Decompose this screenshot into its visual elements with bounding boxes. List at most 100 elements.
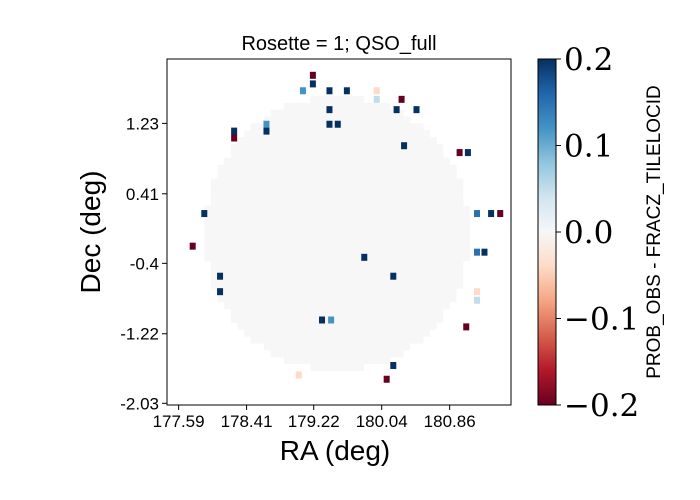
footprint-cell [449, 233, 457, 241]
footprint-cell [429, 295, 437, 303]
footprint-cell [456, 226, 464, 234]
footprint-cell [396, 274, 404, 282]
footprint-cell [363, 226, 371, 234]
footprint-cell [336, 109, 344, 117]
footprint-cell [456, 185, 464, 193]
footprint-cell [277, 315, 285, 323]
colorbar-ticks: 0.2 0.1 0.0 −0.1 −0.2 [556, 42, 639, 424]
footprint-cell [383, 164, 391, 172]
footprint-cell [356, 143, 364, 152]
footprint-cell [270, 281, 278, 289]
footprint-cell [290, 164, 298, 172]
footprint-cell [416, 274, 424, 282]
footprint-cell [376, 212, 384, 220]
footprint-cell [370, 350, 378, 358]
footprint-cell [283, 192, 291, 200]
footprint-cell [237, 274, 245, 282]
footprint-cell [376, 315, 384, 323]
footprint-cell [310, 233, 318, 241]
footprint-cell [389, 178, 398, 186]
footprint-cell [283, 308, 291, 317]
footprint-cell [396, 198, 404, 207]
footprint-cell [270, 295, 278, 303]
footprint-cell [436, 247, 444, 255]
footprint-cell [389, 350, 398, 358]
footprint-cell [283, 356, 291, 365]
footprint-cell [370, 274, 378, 282]
footprint-cell [409, 336, 417, 344]
footprint-cell [257, 247, 265, 255]
footprint-cell [303, 102, 311, 111]
footprint-cell [277, 226, 285, 234]
footprint-cell [244, 192, 252, 200]
footprint-cell [363, 274, 371, 282]
footprint-cell [250, 185, 258, 193]
footprint-cell [343, 336, 351, 344]
footprint-cell [396, 315, 404, 323]
footprint-cell [290, 336, 298, 344]
footprint-cell [436, 281, 444, 289]
footprint-cell [370, 226, 378, 234]
footprint-cell [409, 301, 417, 310]
footprint-cell [250, 336, 258, 344]
footprint-cell [317, 157, 325, 166]
footprint-cell [336, 350, 344, 358]
colorbar-tick-label: 0.0 [564, 215, 613, 251]
footprint-cell [343, 295, 351, 303]
footprint-cell [297, 253, 305, 262]
footprint-cell [330, 109, 338, 117]
footprint-cell [403, 130, 411, 138]
footprint-cell [363, 260, 371, 269]
footprint-cell [389, 164, 398, 172]
footprint-cell [376, 329, 384, 337]
footprint-cell [350, 233, 358, 241]
footprint-cell [224, 226, 232, 234]
footprint-cell [396, 260, 404, 269]
footprint-cell [204, 253, 212, 262]
footprint-cell [403, 260, 411, 269]
footprint-cell [370, 150, 378, 159]
footprint-cell [436, 192, 444, 200]
footprint-cell [363, 295, 371, 303]
footprint-cell [416, 123, 424, 131]
footprint-cell [303, 157, 311, 166]
heatmap-cell [481, 248, 488, 256]
footprint-cell [270, 329, 278, 337]
footprint-cell [217, 240, 225, 248]
footprint-cell [356, 130, 364, 138]
footprint-cell [330, 329, 338, 337]
footprint-cell [217, 267, 225, 275]
footprint-cell [237, 288, 245, 296]
footprint-cell [224, 253, 232, 262]
footprint-cell [257, 205, 265, 214]
footprint-cell [317, 109, 325, 117]
footprint-cell [323, 260, 331, 269]
footprint-cell [443, 267, 451, 275]
footprint-cell [237, 226, 245, 234]
footprint-cell [230, 233, 238, 241]
footprint-cell [423, 137, 431, 145]
footprint-cell [270, 178, 278, 186]
footprint-cell [330, 274, 338, 282]
footprint-cell [409, 178, 417, 186]
footprint-cell [396, 350, 404, 358]
footprint-cell [317, 260, 325, 269]
footprint-cell [363, 212, 371, 220]
footprint-cell [217, 164, 225, 172]
footprint-cell [343, 253, 351, 262]
footprint-cell [244, 295, 252, 303]
footprint-cell [350, 240, 358, 248]
footprint-cell [370, 157, 378, 166]
footprint-cell [423, 240, 431, 248]
footprint-cell [443, 185, 451, 193]
footprint-cell [290, 343, 298, 351]
footprint-cell [383, 301, 391, 310]
footprint-cell [389, 157, 398, 166]
footprint-cell [330, 308, 338, 317]
footprint-cell [423, 178, 431, 186]
footprint-cell [350, 137, 358, 145]
footprint-cell [210, 198, 218, 207]
footprint-cell [237, 240, 245, 248]
footprint-cell [303, 329, 311, 337]
footprint-cell [237, 192, 245, 200]
